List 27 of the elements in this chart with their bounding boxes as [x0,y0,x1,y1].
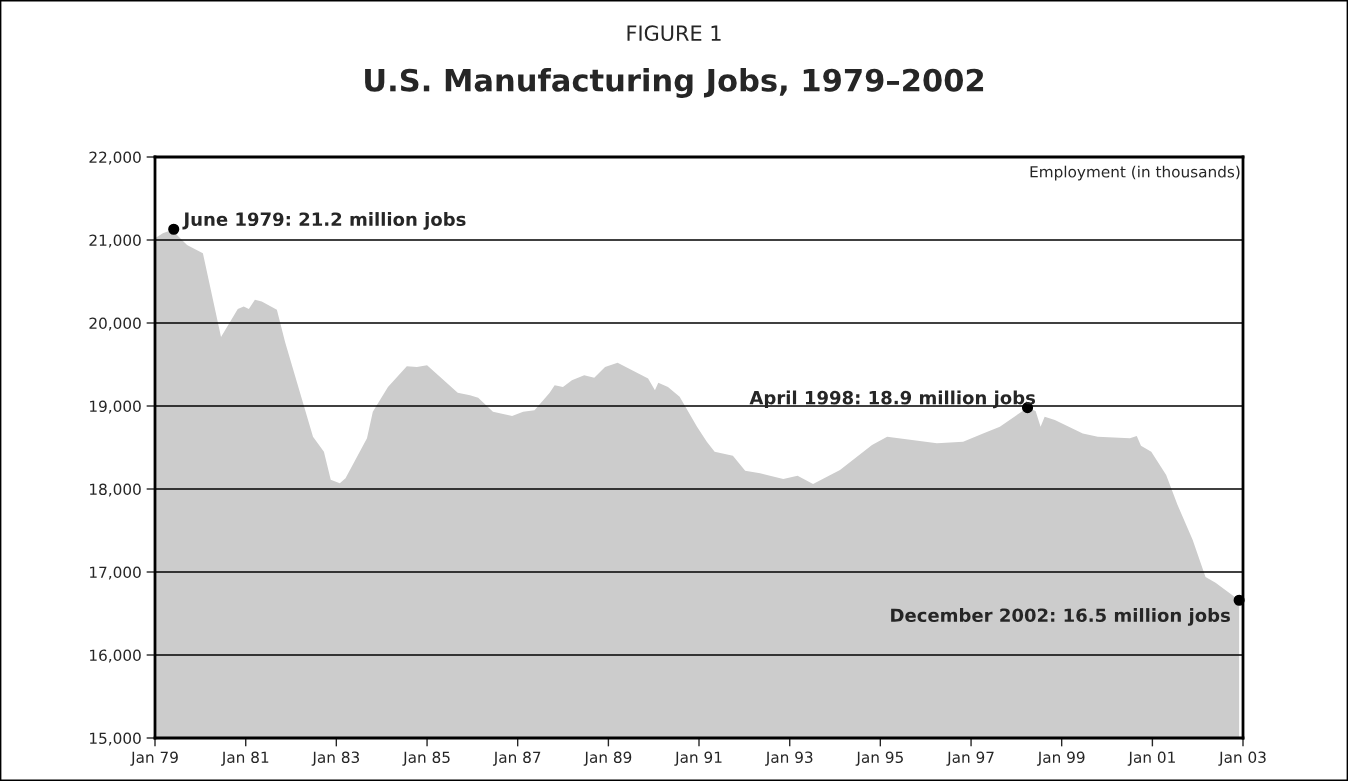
x-tick-label: Jan 81 [221,751,269,766]
x-tick-label: Jan 03 [1218,751,1266,766]
x-tick-label: Jan 93 [765,751,813,766]
x-tick-label: Jan 91 [674,751,722,766]
x-tick-label: Jan 97 [946,751,994,766]
x-tick-label: Jan 79 [130,751,178,766]
x-tick-label: Jan 99 [1036,751,1085,766]
x-tick-label: Jan 89 [583,751,632,766]
x-tick-label: Jan 95 [855,751,903,766]
x-tick-label: Jan 83 [311,751,360,766]
y-tick-label: 19,000 [90,400,141,414]
y-tick-label: 17,000 [90,566,141,580]
y-tick-label: 20,000 [89,317,141,331]
annotation: December 2002: 16.5 million jobs [891,608,1230,626]
chart-title: U.S. Manufacturing Jobs, 1979–2002 [365,68,984,98]
x-tick-label: Jan 85 [402,751,450,766]
x-tick-label: Jan 01 [1127,751,1175,766]
y-axis-title: Employment (in thousands) [1030,165,1240,181]
x-tick-label: Jan 87 [492,751,541,766]
annotation: April 1998: 18.9 million jobs [749,390,1036,409]
y-tick-label: 21,000 [89,234,141,248]
y-tick-label: 18,000 [90,483,141,497]
y-tick-label: 22,000 [89,151,141,165]
y-tick-label: 15,000 [90,732,141,746]
y-tick-label: 16,000 [90,649,141,663]
chart-subtitle: FIGURE 1 [627,25,721,42]
annotation: June 1979: 21.2 million jobs [182,212,466,230]
